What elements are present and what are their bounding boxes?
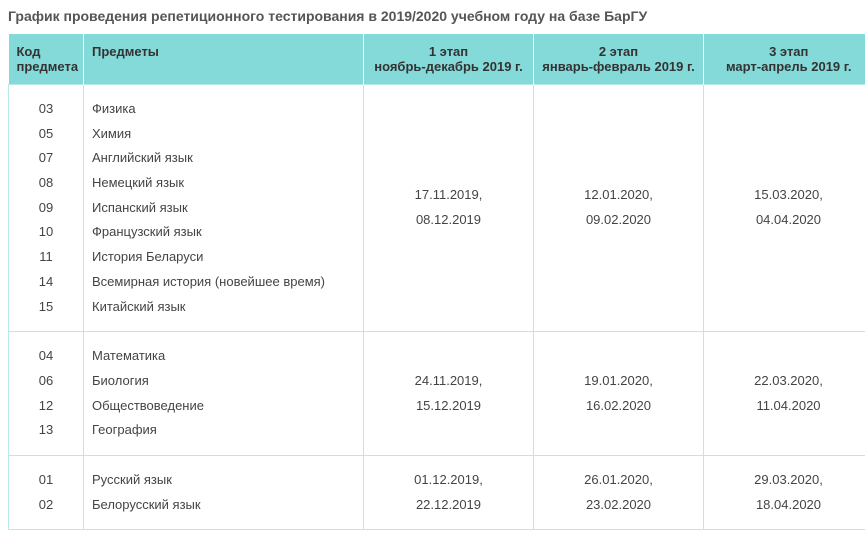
date-value: 18.04.2020	[712, 493, 865, 518]
code-value: 12	[17, 394, 75, 419]
subject-value: Китайский язык	[92, 295, 355, 320]
subjects-cell: Математика Биология Обществоведение Геог…	[84, 332, 364, 456]
stage2-dates: 26.01.2020, 23.02.2020	[534, 455, 704, 529]
col-subjects-header: Предметы	[84, 34, 364, 85]
codes-cell: 03 05 07 08 09 10 11 14 15	[9, 85, 84, 332]
subject-value: Биология	[92, 369, 355, 394]
subject-value: Математика	[92, 344, 355, 369]
code-value: 10	[17, 220, 75, 245]
col-stage1-header: 1 этап ноябрь-декабрь 2019 г.	[364, 34, 534, 85]
stage1-title: 1 этап	[372, 44, 525, 59]
stage1-dates: 24.11.2019, 15.12.2019	[364, 332, 534, 456]
subject-value: География	[92, 418, 355, 443]
code-value: 07	[17, 146, 75, 171]
stage2-title: 2 этап	[542, 44, 695, 59]
col-stage3-header: 3 этап март-апрель 2019 г.	[704, 34, 865, 85]
date-value: 09.02.2020	[542, 208, 695, 233]
table-row: 03 05 07 08 09 10 11 14 15 Физика Химия …	[9, 85, 865, 332]
date-value: 15.03.2020,	[712, 183, 865, 208]
codes-cell: 01 02	[9, 455, 84, 529]
subject-value: Русский язык	[92, 468, 355, 493]
stage3-dates: 15.03.2020, 04.04.2020	[704, 85, 865, 332]
stage3-subtitle: март-апрель 2019 г.	[712, 59, 865, 74]
code-value: 01	[17, 468, 75, 493]
subject-value: Белорусский язык	[92, 493, 355, 518]
date-value: 04.04.2020	[712, 208, 865, 233]
stage1-dates: 01.12.2019, 22.12.2019	[364, 455, 534, 529]
code-value: 04	[17, 344, 75, 369]
code-value: 05	[17, 122, 75, 147]
stage3-dates: 29.03.2020, 18.04.2020	[704, 455, 865, 529]
date-value: 16.02.2020	[542, 394, 695, 419]
date-value: 24.11.2019,	[372, 369, 525, 394]
subjects-cell: Русский язык Белорусский язык	[84, 455, 364, 529]
codes-cell: 04 06 12 13	[9, 332, 84, 456]
code-value: 09	[17, 196, 75, 221]
date-value: 12.01.2020,	[542, 183, 695, 208]
table-row: 01 02 Русский язык Белорусский язык 01.1…	[9, 455, 865, 529]
col-code-header: Код предмета	[9, 34, 84, 85]
stage1-subtitle: ноябрь-декабрь 2019 г.	[372, 59, 525, 74]
date-value: 11.04.2020	[712, 394, 865, 419]
col-stage2-header: 2 этап январь-февраль 2019 г.	[534, 34, 704, 85]
code-value: 11	[17, 245, 75, 270]
date-value: 08.12.2019	[372, 208, 525, 233]
date-value: 01.12.2019,	[372, 468, 525, 493]
date-value: 19.01.2020,	[542, 369, 695, 394]
subject-value: Обществоведение	[92, 394, 355, 419]
code-value: 06	[17, 369, 75, 394]
date-value: 29.03.2020,	[712, 468, 865, 493]
table-row: 04 06 12 13 Математика Биология Общество…	[9, 332, 865, 456]
code-value: 02	[17, 493, 75, 518]
date-value: 23.02.2020	[542, 493, 695, 518]
table-header-row: Код предмета Предметы 1 этап ноябрь-дека…	[9, 34, 865, 85]
stage1-dates: 17.11.2019, 08.12.2019	[364, 85, 534, 332]
code-value: 03	[17, 97, 75, 122]
stage2-dates: 12.01.2020, 09.02.2020	[534, 85, 704, 332]
subject-value: Всемирная история (новейшее время)	[92, 270, 355, 295]
date-value: 15.12.2019	[372, 394, 525, 419]
schedule-table: Код предмета Предметы 1 этап ноябрь-дека…	[8, 34, 865, 530]
date-value: 17.11.2019,	[372, 183, 525, 208]
stage3-title: 3 этап	[712, 44, 865, 59]
subject-value: Физика	[92, 97, 355, 122]
subjects-cell: Физика Химия Английский язык Немецкий яз…	[84, 85, 364, 332]
stage3-dates: 22.03.2020, 11.04.2020	[704, 332, 865, 456]
date-value: 26.01.2020,	[542, 468, 695, 493]
page-title: График проведения репетиционного тестиро…	[8, 8, 857, 24]
date-value: 22.12.2019	[372, 493, 525, 518]
date-value: 22.03.2020,	[712, 369, 865, 394]
stage2-subtitle: январь-февраль 2019 г.	[542, 59, 695, 74]
subject-value: Химия	[92, 122, 355, 147]
subject-value: Испанский язык	[92, 196, 355, 221]
subject-value: История Беларуси	[92, 245, 355, 270]
subject-value: Французский язык	[92, 220, 355, 245]
code-value: 15	[17, 295, 75, 320]
subject-value: Английский язык	[92, 146, 355, 171]
subject-value: Немецкий язык	[92, 171, 355, 196]
stage2-dates: 19.01.2020, 16.02.2020	[534, 332, 704, 456]
code-value: 13	[17, 418, 75, 443]
code-value: 08	[17, 171, 75, 196]
code-value: 14	[17, 270, 75, 295]
